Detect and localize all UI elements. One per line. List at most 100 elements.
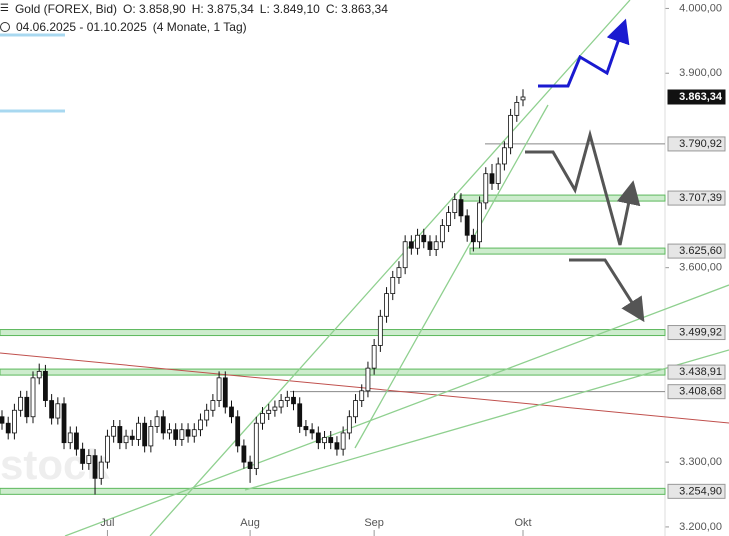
candle-body (105, 435, 110, 463)
candle-body (142, 422, 148, 447)
candle-body (204, 409, 210, 421)
level-zone (469, 247, 666, 255)
forecast-arrow (525, 129, 641, 246)
ohlc-close: C: 3.863,34 (325, 2, 388, 16)
candle-body (340, 432, 346, 450)
candle-body (346, 416, 352, 434)
candle-body (266, 409, 272, 414)
forecast-arrow (538, 18, 630, 88)
candle-body (514, 102, 520, 116)
candle-body (0, 416, 5, 424)
level-label: 3.863,34 (679, 91, 723, 103)
header: ☰ Gold (FOREX, Bid) O: 3.858,90 H: 3.875,34… (0, 0, 388, 36)
candle-body (470, 234, 476, 243)
candle-body (477, 202, 482, 243)
trend-line (0, 352, 729, 424)
candle-body (5, 422, 11, 434)
candle-body (396, 267, 402, 278)
candle-body (129, 435, 135, 440)
clock-icon (0, 22, 10, 32)
trend-line (149, 0, 631, 536)
candle-body (123, 435, 129, 444)
candle-body (402, 241, 408, 269)
candle-body (315, 432, 321, 444)
candle-body (353, 400, 358, 418)
candle-body (235, 416, 241, 447)
candle-body (30, 377, 36, 418)
candle-body (371, 345, 377, 369)
level-label: 3.707,39 (679, 192, 722, 204)
candle-body (272, 406, 278, 411)
candle-body (74, 432, 79, 450)
candle-body (439, 225, 445, 243)
candle-body (80, 448, 86, 464)
candle-body (421, 234, 427, 243)
candle-body (489, 173, 495, 184)
candle-body (148, 426, 154, 447)
y-tick-label: 3.200,00 (679, 521, 722, 533)
candle-body (191, 429, 197, 437)
candle-body (154, 416, 160, 427)
x-tick-label: Aug (240, 517, 260, 529)
candle-body (67, 432, 73, 444)
forecast-arrow (569, 258, 645, 323)
candle-body (61, 403, 67, 444)
ohlc-low: L: 3.849,10 (259, 2, 320, 16)
candle-body (446, 212, 451, 226)
candle-body (198, 419, 203, 431)
candle-body (260, 413, 265, 424)
level-box (667, 136, 726, 152)
period: (4 Monate, 1 Tag) (152, 20, 247, 34)
candle-body (377, 315, 383, 346)
candle-body (86, 455, 92, 464)
level-label: 3.408,68 (679, 386, 722, 398)
candle-body (12, 409, 17, 434)
trend-line (64, 284, 729, 536)
candle-body (359, 390, 365, 401)
candle-body (253, 422, 259, 469)
candle-body (464, 215, 470, 236)
candle-body (173, 429, 179, 440)
candle-body (216, 377, 222, 401)
candle-body (111, 426, 117, 437)
candle-body (136, 422, 141, 440)
candle-body (284, 396, 290, 401)
x-tick-label: Jul (100, 517, 114, 529)
level-box (667, 483, 726, 499)
y-tick-label: 3.300,00 (679, 456, 722, 468)
level-label: 3.625,60 (679, 245, 722, 257)
level-zone (0, 487, 666, 495)
candle-body (241, 445, 247, 463)
ohlc-open: O: 3.858,90 (123, 2, 186, 16)
level-label: 3.438,91 (679, 366, 722, 378)
candle-body (179, 429, 185, 440)
candle-body (495, 163, 501, 184)
y-tick-label: 3.900,00 (679, 67, 722, 79)
candle-body (415, 234, 420, 249)
trend-line (354, 104, 549, 449)
candle-body (92, 455, 98, 479)
level-box (667, 89, 726, 105)
candle-body (508, 114, 513, 149)
candle-body (390, 276, 396, 295)
y-tick-label: 3.600,00 (679, 262, 722, 274)
level-box (667, 325, 726, 341)
candle-body (98, 461, 104, 479)
candle-body (247, 461, 253, 469)
candle-body (309, 429, 315, 434)
candle-body (24, 396, 30, 418)
candle-body (278, 400, 284, 408)
date-range: 04.06.2025 - 01.10.2025 (16, 20, 147, 34)
candle-body (297, 403, 303, 427)
candle-body (322, 437, 327, 444)
level-zone (0, 368, 666, 376)
candle-body (520, 96, 526, 101)
candle-body (222, 377, 228, 408)
candle-body (365, 367, 371, 392)
candle-body (55, 403, 61, 419)
level-zone (459, 194, 666, 202)
level-box (667, 364, 726, 380)
candle-body (483, 173, 489, 204)
candle-body (160, 416, 166, 434)
